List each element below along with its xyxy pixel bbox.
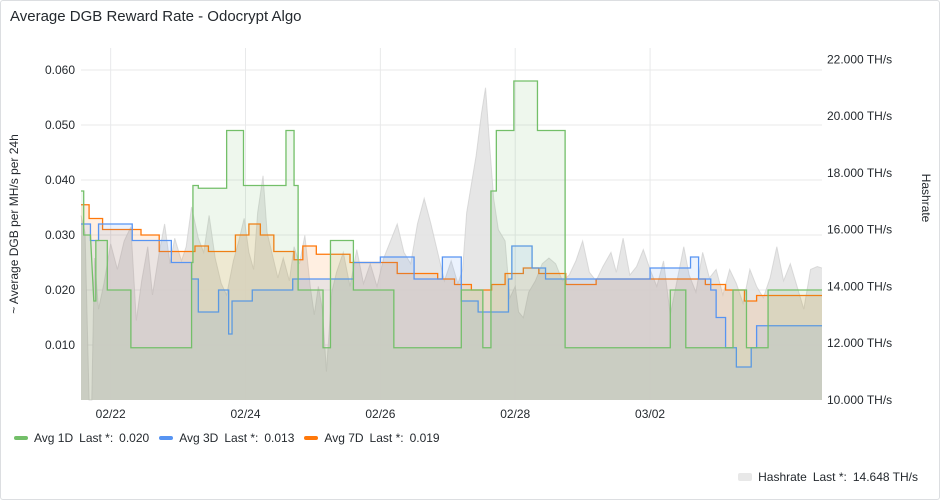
series-area-avg-3d xyxy=(81,224,822,400)
y-right-tick-label: 14.000 TH/s xyxy=(827,279,892,293)
y-right-tick-label: 16.000 TH/s xyxy=(827,223,892,237)
y-left-tick-label: 0.060 xyxy=(45,63,75,77)
legend-label-avg-3d: Avg 3D xyxy=(179,431,219,445)
legend-last-value-avg-1d: 0.020 xyxy=(119,431,150,445)
legend-item-hashrate[interactable]: Hashrate Last *: 14.648 TH/s xyxy=(738,470,918,484)
series-area-avg-7d xyxy=(81,204,822,400)
legend: Avg 1D Last *: 0.020 Avg 3D Last *: 0.01… xyxy=(14,431,440,445)
y-right-tick-label: 22.000 TH/s xyxy=(827,52,892,66)
y-left-tick-label: 0.010 xyxy=(45,338,75,352)
legend-swatch-hashrate xyxy=(738,473,753,481)
y-left-tick-label: 0.020 xyxy=(45,283,75,297)
legend-swatch-avg-1d xyxy=(14,436,28,440)
legend-last-label-hashrate: Last *: xyxy=(812,470,847,484)
y-left-tick-label: 0.030 xyxy=(45,228,75,242)
legend-last-value-avg-3d: 0.013 xyxy=(264,431,295,445)
panel-title: Average DGB Reward Rate - Odocrypt Algo xyxy=(10,8,302,25)
x-tick-label: 02/22 xyxy=(96,407,126,421)
legend-last-value-hashrate: 14.648 TH/s xyxy=(852,470,918,484)
y-right-tick-label: 18.000 TH/s xyxy=(827,166,892,180)
y-left-axis-label: ~ Average DGB per MH/s per 24h xyxy=(7,134,21,314)
y-right-tick-label: 12.000 TH/s xyxy=(827,336,892,350)
series-area-avg-1d xyxy=(81,81,822,400)
y-right-tick-label: 20.000 TH/s xyxy=(827,109,892,123)
series-line-avg-1d xyxy=(81,80,822,349)
legend-swatch-avg-7d xyxy=(304,436,319,440)
legend-item-avg-7d[interactable]: Avg 7D Last *: 0.019 xyxy=(304,431,440,445)
legend-label-avg-1d: Avg 1D xyxy=(34,431,74,445)
legend-label-avg-7d: Avg 7D xyxy=(324,431,364,445)
x-tick-label: 02/28 xyxy=(500,407,530,421)
series-line-hashrate xyxy=(80,87,823,401)
y-right-tick-label: 10.000 TH/s xyxy=(827,393,892,407)
legend-last-label-avg-7d: Last *: xyxy=(369,431,404,445)
y-right-axis-label: Hashrate xyxy=(919,174,933,223)
legend-label-hashrate: Hashrate xyxy=(758,470,807,484)
x-tick-label: 03/02 xyxy=(635,407,665,421)
x-tick-label: 02/24 xyxy=(231,407,261,421)
x-tick-label: 02/26 xyxy=(365,407,395,421)
legend-last-value-avg-7d: 0.019 xyxy=(409,431,440,445)
series-area-hashrate xyxy=(81,87,822,401)
legend-last-label-avg-3d: Last *: xyxy=(224,431,259,445)
y-left-tick-label: 0.040 xyxy=(45,173,75,187)
series-line-avg-3d xyxy=(81,223,822,368)
legend-item-avg-1d[interactable]: Avg 1D Last *: 0.020 xyxy=(14,431,149,445)
legend-last-label-avg-1d: Last *: xyxy=(79,431,114,445)
y-left-tick-label: 0.050 xyxy=(45,118,75,132)
legend-item-avg-3d[interactable]: Avg 3D Last *: 0.013 xyxy=(159,431,294,445)
legend-swatch-avg-3d xyxy=(159,436,174,440)
